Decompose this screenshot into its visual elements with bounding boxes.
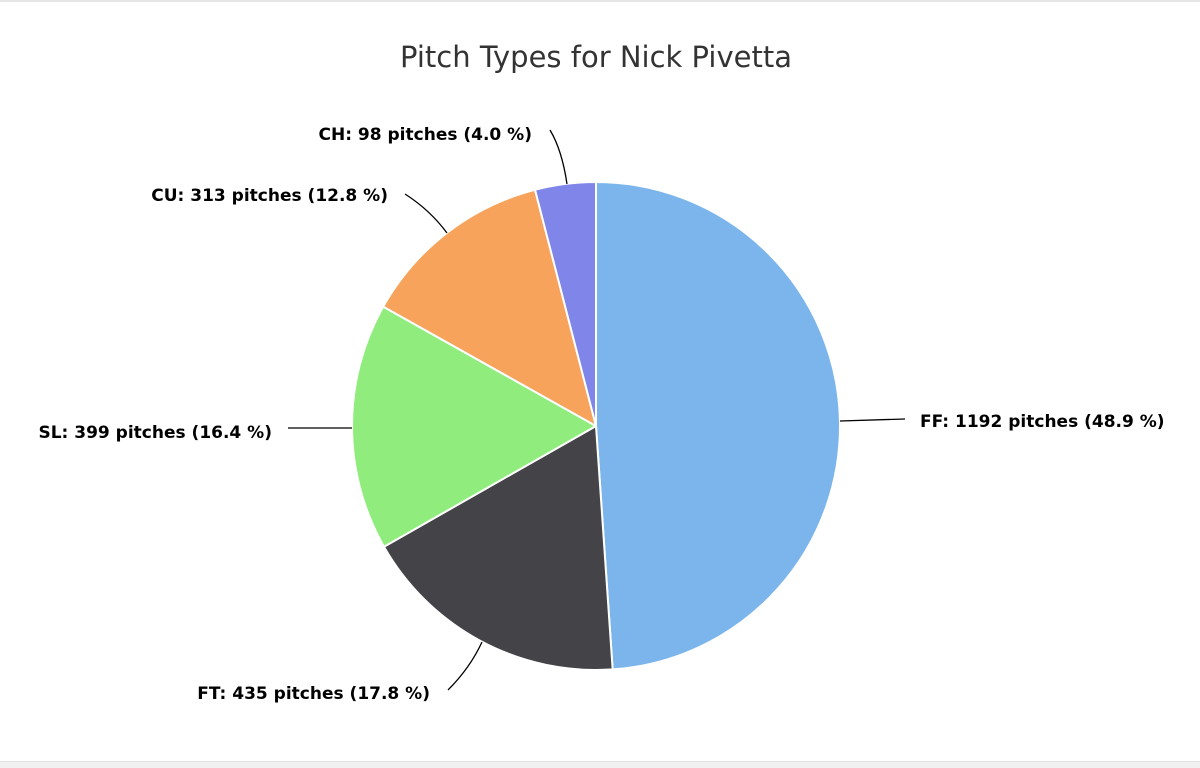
top-border [0,0,1200,2]
label-connectors [288,129,906,691]
chart-title: Pitch Types for Nick Pivetta [400,40,792,74]
pie-slice-ff[interactable] [595,181,841,671]
data-label-ch: CH: 98 pitches (4.0 %) [319,125,532,145]
data-label-ff: FF: 1192 pitches (48.9 %) [920,412,1165,432]
pie-slice-ch[interactable] [534,181,597,427]
pie-slice-ft[interactable] [382,425,614,671]
connector-ff [839,418,906,422]
connector-ft [447,641,483,691]
pie-slice-sl[interactable] [351,305,597,548]
connector-ch [549,129,568,185]
data-label-cu: CU: 313 pitches (12.8 %) [151,186,388,206]
data-labels: FF: 1192 pitches (48.9 %) FT: 435 pitches… [38,125,1164,704]
data-label-sl: SL: 399 pitches (16.4 %) [38,423,272,443]
data-label-ft: FT: 435 pitches (17.8 %) [197,684,430,704]
connector-cu [404,193,448,234]
pie-slices [351,181,841,671]
bottom-border [0,761,1200,768]
